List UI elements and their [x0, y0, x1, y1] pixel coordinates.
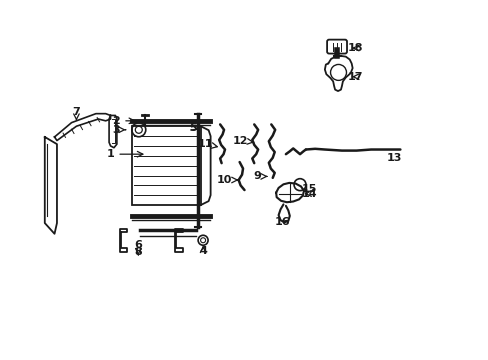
Text: 1: 1 [106, 149, 142, 159]
Text: 4: 4 [199, 246, 206, 256]
Text: 6: 6 [134, 239, 142, 249]
Bar [132, 126, 200, 205]
Text: 3: 3 [112, 125, 125, 135]
Text: 9: 9 [253, 171, 266, 181]
Text: 8: 8 [134, 247, 142, 257]
Text: 2: 2 [112, 116, 134, 126]
Text: 16: 16 [274, 217, 290, 227]
FancyBboxPatch shape [326, 40, 346, 54]
Text: 11: 11 [197, 139, 217, 149]
Text: 14: 14 [302, 189, 317, 199]
Text: 10: 10 [216, 175, 237, 185]
Text: 7: 7 [72, 107, 80, 120]
Text: 5: 5 [189, 123, 197, 133]
Text: 17: 17 [347, 72, 363, 82]
Text: 13: 13 [386, 153, 402, 163]
Text: 15: 15 [302, 184, 317, 194]
Text: 12: 12 [232, 136, 253, 145]
Text: 18: 18 [347, 43, 363, 53]
